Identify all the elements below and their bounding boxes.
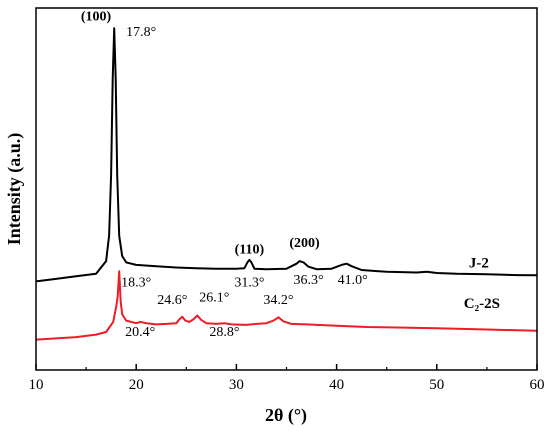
y-axis-title: Intensity (a.u.): [4, 133, 25, 246]
series-label-j-2: J-2: [469, 255, 489, 271]
series-layer: [35, 27, 538, 341]
peak-angle-label: 24.6°: [157, 293, 187, 308]
x-tick-label: 50: [429, 377, 444, 393]
peak-angle-label: 36.3°: [293, 273, 323, 288]
peak-angle-label: 31.3°: [234, 275, 264, 290]
x-tick-label: 10: [29, 377, 44, 393]
x-axis-title: 2θ (°): [265, 405, 307, 426]
x-tick-label: 30: [229, 377, 244, 393]
peak-angle-label: 20.4°: [125, 325, 155, 340]
peak-index-label: (100): [81, 10, 112, 25]
peak-angle-label: 26.1°: [199, 291, 229, 306]
series-label-c2-2s: C₂-2S: [464, 296, 500, 312]
x-tick-label: 20: [129, 377, 144, 393]
x-tick-label: 60: [530, 377, 545, 393]
peak-angle-label: 28.8°: [209, 325, 239, 340]
peak-angle-label: 34.2°: [263, 293, 293, 308]
series-line-j-2: [35, 27, 538, 283]
series-line-c2-2s: [35, 270, 538, 341]
x-tick-label: 40: [329, 377, 344, 393]
peak-angle-label: 17.8°: [126, 25, 156, 40]
peak-index-label: (110): [235, 243, 265, 258]
peak-angle-label: 18.3°: [121, 275, 151, 290]
ticks-layer: 10 20 30 40 50 60: [29, 364, 545, 393]
peak-index-label: (200): [289, 236, 320, 251]
annotations-layer: (100) 17.8° 18.3° (110) 31.3° (200) 36.3° 41.0°…: [81, 10, 500, 340]
peak-angle-label: 41.0°: [338, 273, 368, 288]
